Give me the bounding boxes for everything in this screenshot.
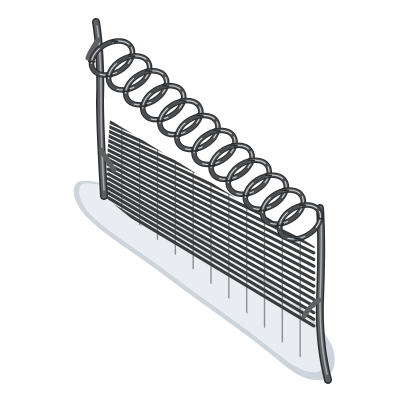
razor-barb — [264, 174, 273, 177]
snow-ground — [73, 180, 335, 381]
coil-loop — [105, 53, 154, 93]
razor-barb — [122, 90, 130, 93]
razor-barb — [173, 134, 181, 138]
mesh-rung — [106, 153, 316, 262]
razor-barb — [224, 179, 233, 182]
razor-barb — [196, 114, 204, 117]
mesh-rung — [106, 181, 316, 301]
razor-barb — [190, 149, 198, 152]
left-post — [85, 18, 117, 200]
razor-barb — [241, 194, 250, 197]
fence-posts — [85, 18, 332, 384]
razor-barb — [293, 237, 302, 240]
razor-barb — [156, 120, 164, 123]
coil-loop — [156, 97, 205, 138]
razor-barb — [281, 189, 290, 192]
coil-loop — [122, 68, 171, 108]
coil-loop — [276, 202, 324, 242]
mesh-rung — [106, 201, 316, 328]
razor-barb — [127, 55, 136, 58]
mesh-rung — [106, 158, 316, 268]
razor-barb — [258, 209, 267, 212]
razor-barb — [207, 164, 215, 167]
mesh-rung — [106, 177, 316, 295]
razor-barb — [179, 99, 187, 102]
razor-barb — [139, 105, 147, 108]
right-post — [301, 204, 332, 384]
coil-loop — [139, 82, 188, 123]
wire-mesh — [104, 120, 319, 370]
coil-loop — [173, 112, 222, 153]
coil-loop — [241, 172, 290, 212]
razor-barb — [276, 224, 284, 227]
mesh-rung — [106, 162, 316, 275]
razor-barb — [247, 159, 255, 162]
razor-barb — [145, 70, 153, 73]
razor-barb — [298, 204, 307, 207]
razor-barb — [162, 85, 170, 88]
coil-loop — [224, 157, 273, 198]
razor-barb — [105, 75, 113, 78]
snow-surface — [79, 183, 328, 373]
mesh-rung — [106, 167, 316, 281]
razor-barb — [88, 60, 96, 63]
razor-barb — [316, 217, 324, 220]
razor-barb — [213, 129, 221, 132]
razor-wire-coil — [88, 38, 324, 242]
razor-barb — [110, 40, 119, 43]
mesh-rung — [106, 191, 316, 315]
mesh-rung — [106, 186, 316, 308]
razor-barb — [230, 144, 238, 147]
mesh-rung — [106, 172, 316, 288]
mesh-rung — [106, 196, 316, 321]
